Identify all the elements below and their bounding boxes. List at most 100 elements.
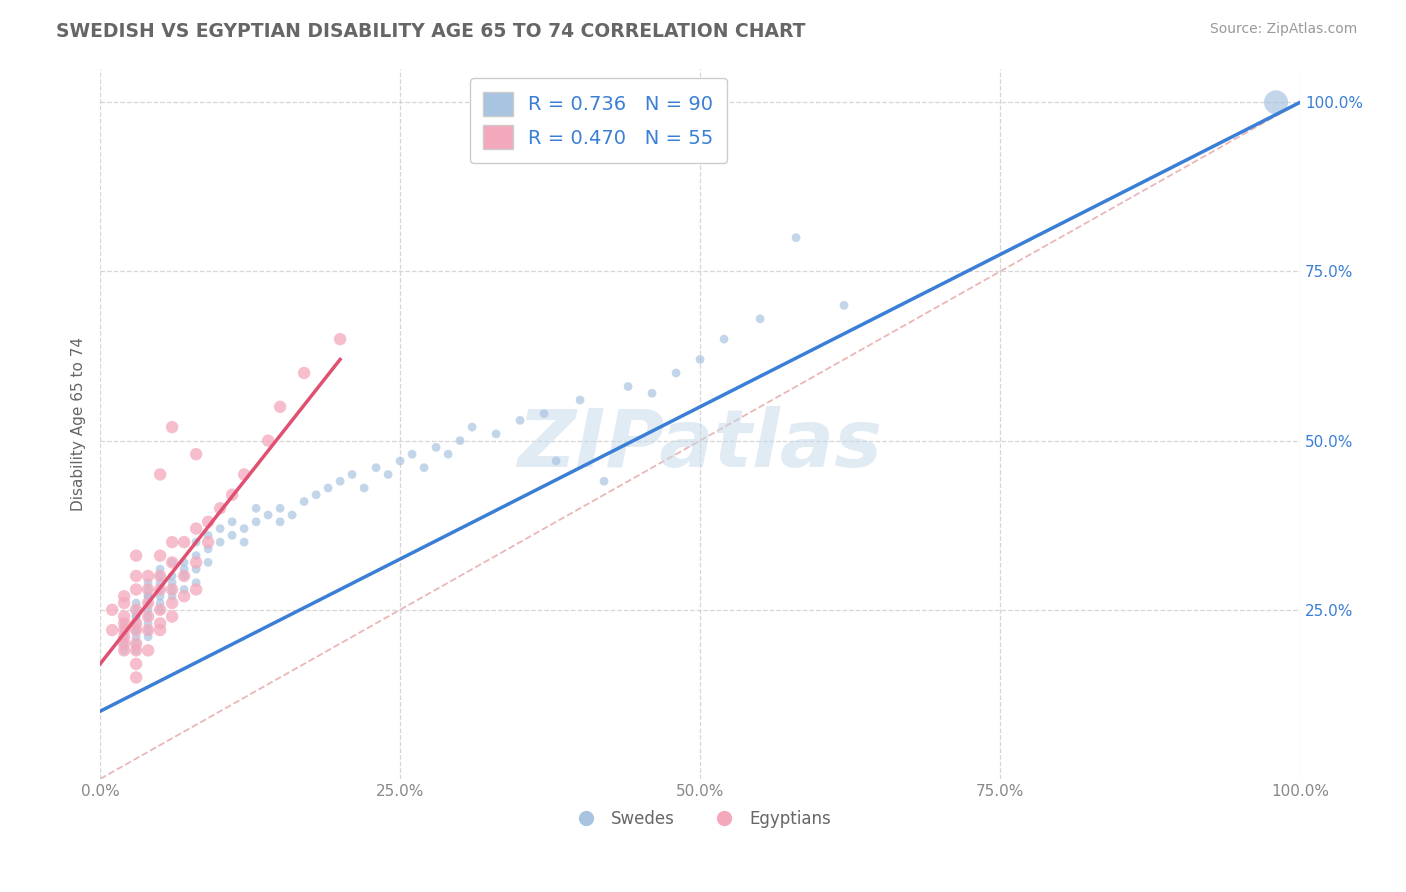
Point xyxy=(832,298,855,312)
Point xyxy=(209,535,232,549)
Point xyxy=(160,535,183,549)
Point xyxy=(136,630,159,644)
Point xyxy=(112,630,135,644)
Point xyxy=(197,515,219,529)
Point xyxy=(173,535,195,549)
Point xyxy=(149,582,172,597)
Point xyxy=(749,311,772,326)
Point xyxy=(665,366,688,380)
Point xyxy=(449,434,471,448)
Point xyxy=(233,467,256,482)
Point xyxy=(112,630,135,644)
Point xyxy=(713,332,735,346)
Point xyxy=(149,603,172,617)
Point xyxy=(149,623,172,637)
Point xyxy=(136,609,159,624)
Point xyxy=(136,582,159,597)
Point xyxy=(160,582,183,597)
Point xyxy=(184,535,207,549)
Point xyxy=(125,582,148,597)
Point xyxy=(112,623,135,637)
Point xyxy=(785,230,807,244)
Point xyxy=(125,637,148,651)
Point xyxy=(149,603,172,617)
Point xyxy=(184,522,207,536)
Point xyxy=(173,569,195,583)
Point xyxy=(593,474,616,488)
Point xyxy=(101,623,124,637)
Point xyxy=(136,589,159,603)
Point xyxy=(149,575,172,590)
Text: SWEDISH VS EGYPTIAN DISABILITY AGE 65 TO 74 CORRELATION CHART: SWEDISH VS EGYPTIAN DISABILITY AGE 65 TO… xyxy=(56,22,806,41)
Point xyxy=(173,562,195,576)
Point xyxy=(136,616,159,631)
Point xyxy=(269,400,291,414)
Point xyxy=(136,575,159,590)
Point xyxy=(533,407,555,421)
Point xyxy=(149,467,172,482)
Point xyxy=(209,501,232,516)
Point xyxy=(125,623,148,637)
Point xyxy=(173,589,195,603)
Point xyxy=(136,603,159,617)
Point xyxy=(136,582,159,597)
Point xyxy=(125,603,148,617)
Point xyxy=(184,556,207,570)
Point xyxy=(149,569,172,583)
Point xyxy=(112,609,135,624)
Point xyxy=(136,643,159,657)
Y-axis label: Disability Age 65 to 74: Disability Age 65 to 74 xyxy=(72,336,86,511)
Point xyxy=(160,609,183,624)
Point xyxy=(160,556,183,570)
Point xyxy=(221,515,243,529)
Point xyxy=(292,366,315,380)
Point xyxy=(569,392,592,407)
Point xyxy=(184,447,207,461)
Point xyxy=(160,569,183,583)
Point xyxy=(233,522,256,536)
Point xyxy=(389,454,412,468)
Point xyxy=(269,515,291,529)
Point xyxy=(125,657,148,671)
Point xyxy=(257,434,280,448)
Point xyxy=(112,643,135,657)
Point xyxy=(125,616,148,631)
Point xyxy=(149,589,172,603)
Point xyxy=(125,630,148,644)
Point xyxy=(160,589,183,603)
Point xyxy=(136,596,159,610)
Point xyxy=(173,556,195,570)
Point xyxy=(149,616,172,631)
Point xyxy=(233,535,256,549)
Point xyxy=(509,413,531,427)
Point xyxy=(149,582,172,597)
Point xyxy=(112,637,135,651)
Point xyxy=(221,488,243,502)
Point xyxy=(197,556,219,570)
Point xyxy=(125,643,148,657)
Point xyxy=(125,623,148,637)
Point xyxy=(136,569,159,583)
Point xyxy=(160,420,183,434)
Point xyxy=(101,603,124,617)
Point xyxy=(173,582,195,597)
Point xyxy=(125,670,148,684)
Point xyxy=(221,528,243,542)
Point xyxy=(316,481,339,495)
Point xyxy=(197,528,219,542)
Point xyxy=(125,609,148,624)
Point xyxy=(641,386,664,401)
Point xyxy=(353,481,375,495)
Point xyxy=(269,501,291,516)
Point xyxy=(112,616,135,631)
Point xyxy=(136,589,159,603)
Point xyxy=(160,582,183,597)
Point xyxy=(125,549,148,563)
Point xyxy=(149,549,172,563)
Point xyxy=(413,460,436,475)
Point xyxy=(112,589,135,603)
Point xyxy=(112,596,135,610)
Text: ZIPatlas: ZIPatlas xyxy=(517,406,883,484)
Point xyxy=(136,623,159,637)
Point xyxy=(149,562,172,576)
